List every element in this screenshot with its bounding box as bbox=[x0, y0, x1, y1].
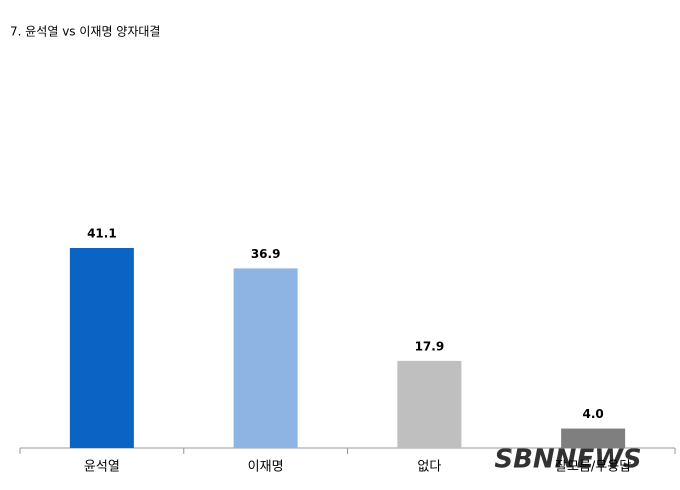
x-tick-label: 윤석열 bbox=[84, 460, 120, 475]
bar bbox=[233, 268, 298, 448]
value-label: 4.0 bbox=[582, 407, 603, 421]
x-tick-label: 이재명 bbox=[248, 460, 284, 475]
value-label: 17.9 bbox=[415, 339, 445, 353]
value-label: 36.9 bbox=[251, 247, 281, 261]
bar bbox=[561, 428, 626, 448]
x-tick-label: 없다 bbox=[417, 460, 441, 475]
x-tick-label: 잘모름/무응답 bbox=[555, 460, 631, 475]
value-label: 41.1 bbox=[87, 226, 117, 240]
bar bbox=[69, 247, 134, 448]
watermark: SBNNEWS bbox=[494, 445, 641, 475]
bar bbox=[397, 360, 462, 448]
chart-title: 7. 윤석열 vs 이재명 양자대결 bbox=[10, 25, 160, 39]
